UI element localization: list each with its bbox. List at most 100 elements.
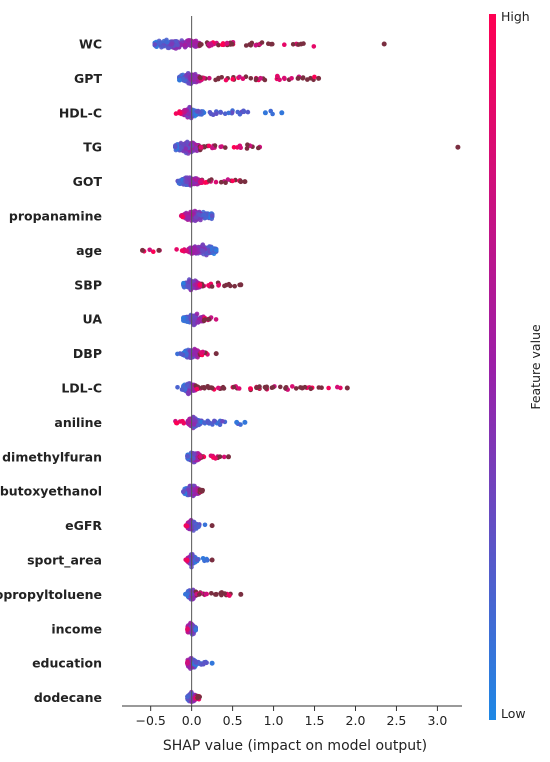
shap-point — [223, 77, 229, 83]
shap-point — [173, 111, 179, 116]
feature-row-tg — [173, 139, 461, 156]
shap-point — [194, 311, 200, 317]
shap-point — [248, 386, 253, 392]
shap-point — [217, 422, 223, 428]
feature-labels-layer: WC GPT HDL-C TG GOT propanamine age SBP UA DBP LDL… — [0, 37, 102, 706]
colorbar-high-label: High — [501, 9, 530, 24]
shap-point — [290, 42, 296, 47]
shap-point — [203, 591, 209, 597]
shap-point — [197, 282, 203, 287]
shap-outlier-point — [238, 282, 244, 288]
shap-point — [282, 42, 287, 47]
shap-point — [270, 111, 275, 117]
shap-point — [258, 75, 263, 81]
shap-point — [237, 74, 242, 80]
shap-point — [185, 694, 190, 699]
shap-outlier-point — [209, 523, 215, 529]
shap-point — [178, 145, 184, 150]
shap-point — [187, 279, 192, 285]
shap-outlier-point — [279, 110, 285, 116]
shap-point — [278, 384, 283, 390]
shap-point — [197, 179, 203, 185]
shap-point — [178, 42, 184, 47]
shap-point — [230, 76, 235, 82]
shap-point — [220, 41, 226, 46]
shap-point — [190, 552, 195, 557]
shap-outlier-point — [156, 247, 162, 253]
shap-point — [193, 660, 199, 665]
shap-point — [209, 213, 215, 219]
shap-point — [184, 592, 190, 598]
shap-point — [209, 591, 214, 596]
feature-row-sport-area — [183, 552, 215, 570]
shap-point — [179, 387, 185, 392]
shap-point — [326, 385, 331, 391]
x-tick-label: 1.0 — [264, 713, 284, 728]
shap-point — [228, 283, 233, 289]
shap-point — [151, 249, 156, 254]
shap-point — [240, 76, 246, 81]
shap-outlier-point — [213, 591, 219, 597]
feature-label: age — [76, 243, 102, 258]
shap-point — [229, 110, 235, 115]
shap-point — [186, 80, 191, 86]
shap-point — [181, 318, 186, 323]
shap-point — [293, 386, 299, 391]
shap-point — [305, 77, 310, 82]
shap-point — [185, 215, 191, 220]
shap-point — [187, 111, 192, 116]
shap-point — [197, 75, 203, 80]
shap-point — [192, 349, 198, 355]
shap-point — [199, 350, 204, 356]
shap-point — [195, 108, 201, 114]
shap-point — [230, 178, 235, 184]
shap-point — [147, 247, 152, 253]
shap-point — [277, 77, 282, 83]
shap-point — [259, 40, 265, 45]
shap-point — [296, 42, 301, 47]
shap-point — [181, 280, 186, 286]
shap-outlier-point — [209, 557, 215, 563]
feature-label: aniline — [54, 415, 102, 430]
shap-point — [206, 316, 211, 322]
shap-point — [290, 384, 295, 389]
shap-point — [216, 42, 221, 48]
feature-row-aniline — [173, 414, 248, 431]
feature-label: GOT — [73, 174, 103, 189]
shap-point — [196, 694, 202, 700]
shap-point — [231, 384, 237, 390]
shap-point — [184, 557, 190, 563]
shap-outlier-point — [238, 179, 244, 185]
shap-point — [257, 384, 262, 389]
feature-label: WC — [79, 37, 102, 52]
shap-point — [199, 42, 204, 47]
shap-outlier-point — [455, 144, 461, 150]
shap-point — [202, 522, 208, 528]
shap-point — [181, 489, 186, 494]
shap-point — [213, 317, 219, 322]
shap-point — [193, 627, 198, 632]
feature-label: LDL-C — [61, 381, 102, 396]
shap-point — [232, 283, 237, 289]
feature-label: eGFR — [65, 518, 102, 533]
shap-point — [222, 591, 227, 596]
x-tick-label: 0.5 — [223, 713, 243, 728]
shap-point — [216, 75, 221, 81]
shap-point — [185, 626, 190, 631]
feature-row-butoxyethanol — [181, 483, 205, 499]
shap-point — [177, 77, 182, 83]
shap-point — [200, 556, 206, 561]
feature-label: SBP — [74, 277, 102, 292]
feature-row-education — [185, 655, 215, 671]
shap-point — [184, 248, 189, 254]
shap-point — [241, 108, 246, 114]
shap-point — [244, 146, 250, 151]
feature-row-hdl-c — [173, 104, 285, 121]
shap-point — [231, 145, 237, 150]
shap-outlier-point — [209, 385, 215, 391]
shap-point — [207, 75, 212, 81]
feature-row-ua — [181, 311, 219, 328]
shap-point — [218, 110, 224, 115]
